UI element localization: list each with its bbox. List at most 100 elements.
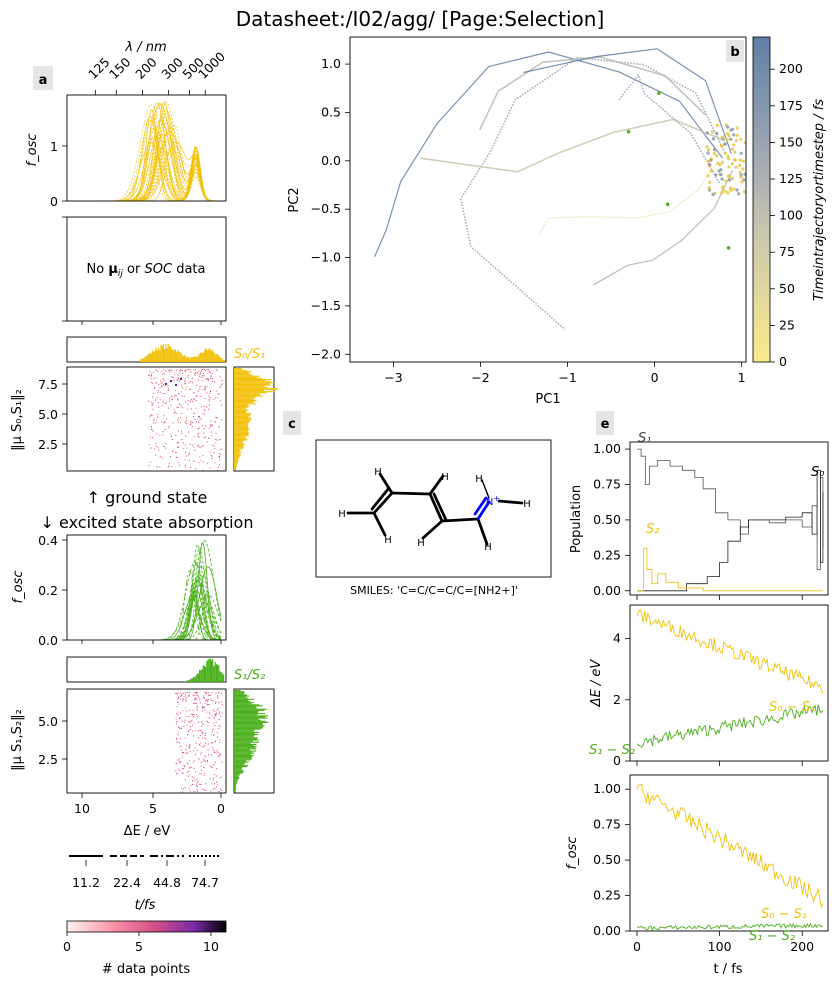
a6-cell	[196, 692, 198, 694]
a6-cell	[196, 785, 198, 787]
a3-cell	[155, 399, 157, 401]
a3-cell	[185, 389, 187, 391]
a6-cell	[219, 754, 221, 756]
a6-cell	[215, 713, 217, 715]
a3-side-bar	[234, 375, 260, 377]
a6-cell	[218, 692, 220, 693]
a3-top-bar	[164, 349, 166, 362]
a3-cell	[158, 406, 160, 408]
atom-h-4: H	[441, 472, 449, 483]
a6-cell	[193, 777, 195, 779]
e-pop-s2	[637, 547, 823, 592]
a6-cell	[177, 692, 179, 694]
a3-top-bar	[201, 353, 203, 362]
a6-cell	[216, 768, 218, 770]
a6-cell	[210, 742, 212, 744]
a6-top-bar	[185, 680, 187, 682]
a3-cell	[161, 457, 163, 459]
a6-cell	[201, 773, 203, 775]
a6-cell	[186, 734, 188, 735]
a3-cell	[171, 466, 173, 468]
a6-cell	[204, 702, 206, 704]
a3-cell	[148, 374, 150, 376]
a6-side-bar	[234, 754, 254, 756]
a3-cell	[157, 392, 159, 394]
a3-cell	[155, 369, 157, 371]
a3-cell	[206, 378, 208, 380]
a6-cell	[187, 752, 189, 754]
a3-cell	[153, 386, 155, 388]
smiles-caption: SMILES: 'C=C/C=C/C=[NH2+]'	[350, 584, 518, 597]
a-top-ticklabel-5: 1000	[195, 49, 228, 82]
a6-cell	[215, 715, 216, 717]
a6-cell	[212, 746, 214, 748]
a3-top-bar	[214, 353, 216, 362]
a3-cell	[160, 383, 162, 385]
a3-cell	[148, 465, 150, 467]
a6-top-bar	[220, 671, 222, 682]
a6-cell	[200, 742, 202, 744]
molecule-structure	[346, 472, 524, 546]
a3-cell	[175, 369, 177, 371]
a3-cell	[190, 422, 192, 424]
a-s0s1-side-marginal	[234, 368, 279, 471]
b-cluster-point	[737, 192, 741, 196]
a6-cell	[189, 725, 191, 727]
a6-cell	[214, 740, 216, 742]
b-cluster-point	[735, 188, 739, 192]
a6-cell	[183, 692, 185, 694]
a6-side-bar	[234, 785, 236, 787]
a-esa-line-15	[151, 579, 222, 640]
b-cluster-point	[741, 167, 745, 171]
a6-cell	[177, 731, 179, 733]
a3-side-bar	[234, 395, 263, 397]
a3-top-bar	[219, 357, 221, 362]
a6-cell	[199, 735, 201, 736]
a3-cell	[184, 380, 186, 382]
a3-cell	[168, 462, 170, 464]
a3-cell	[181, 431, 182, 433]
a6-cell	[193, 714, 195, 715]
a3-cell	[151, 382, 153, 383]
a3-cell	[149, 371, 151, 373]
a3-cell	[213, 452, 215, 454]
b-cluster-point	[712, 151, 716, 155]
e2-ylabel: ΔE / eV	[589, 659, 604, 708]
a3-side-bar	[234, 405, 250, 407]
a3-cell	[192, 421, 194, 423]
e3-ylabel: f_osc	[565, 837, 580, 870]
a6-cell	[219, 725, 221, 727]
a6-cell	[175, 770, 177, 772]
a6-top-bar	[205, 666, 207, 682]
a6-side-bar	[234, 710, 259, 712]
a6-cell	[176, 737, 177, 739]
a3-top-bar	[208, 348, 210, 362]
a3-cell	[219, 400, 221, 402]
b-cluster-point	[743, 140, 746, 145]
a3-side-bar	[234, 458, 239, 460]
a3-cell	[206, 441, 208, 443]
a6-cell	[197, 790, 198, 792]
panel-e-tag-label: e	[601, 417, 610, 432]
a6-cell	[196, 782, 198, 784]
a3-cell	[165, 443, 167, 445]
a3-side-bar	[234, 459, 239, 461]
a3-side-bar	[234, 457, 240, 459]
a6-cell	[209, 765, 211, 767]
a3-side-bar	[234, 421, 250, 423]
a3-cell	[195, 396, 197, 397]
a3-cell	[202, 373, 204, 374]
a6-side-bar	[234, 727, 263, 729]
a3-cell	[164, 421, 166, 423]
b-cluster-point	[729, 128, 733, 132]
a6-cell	[204, 737, 206, 739]
a6-ytick-5.0: 5.0	[38, 714, 58, 729]
a6-cell	[197, 696, 199, 698]
a3-side-bar	[234, 397, 254, 399]
a6-side-bar	[234, 712, 259, 714]
a3-cell	[157, 402, 159, 404]
a3-top-bar	[206, 349, 208, 362]
a6-cell	[203, 692, 205, 694]
a3-cell	[153, 378, 155, 380]
a3-cell	[196, 421, 197, 423]
